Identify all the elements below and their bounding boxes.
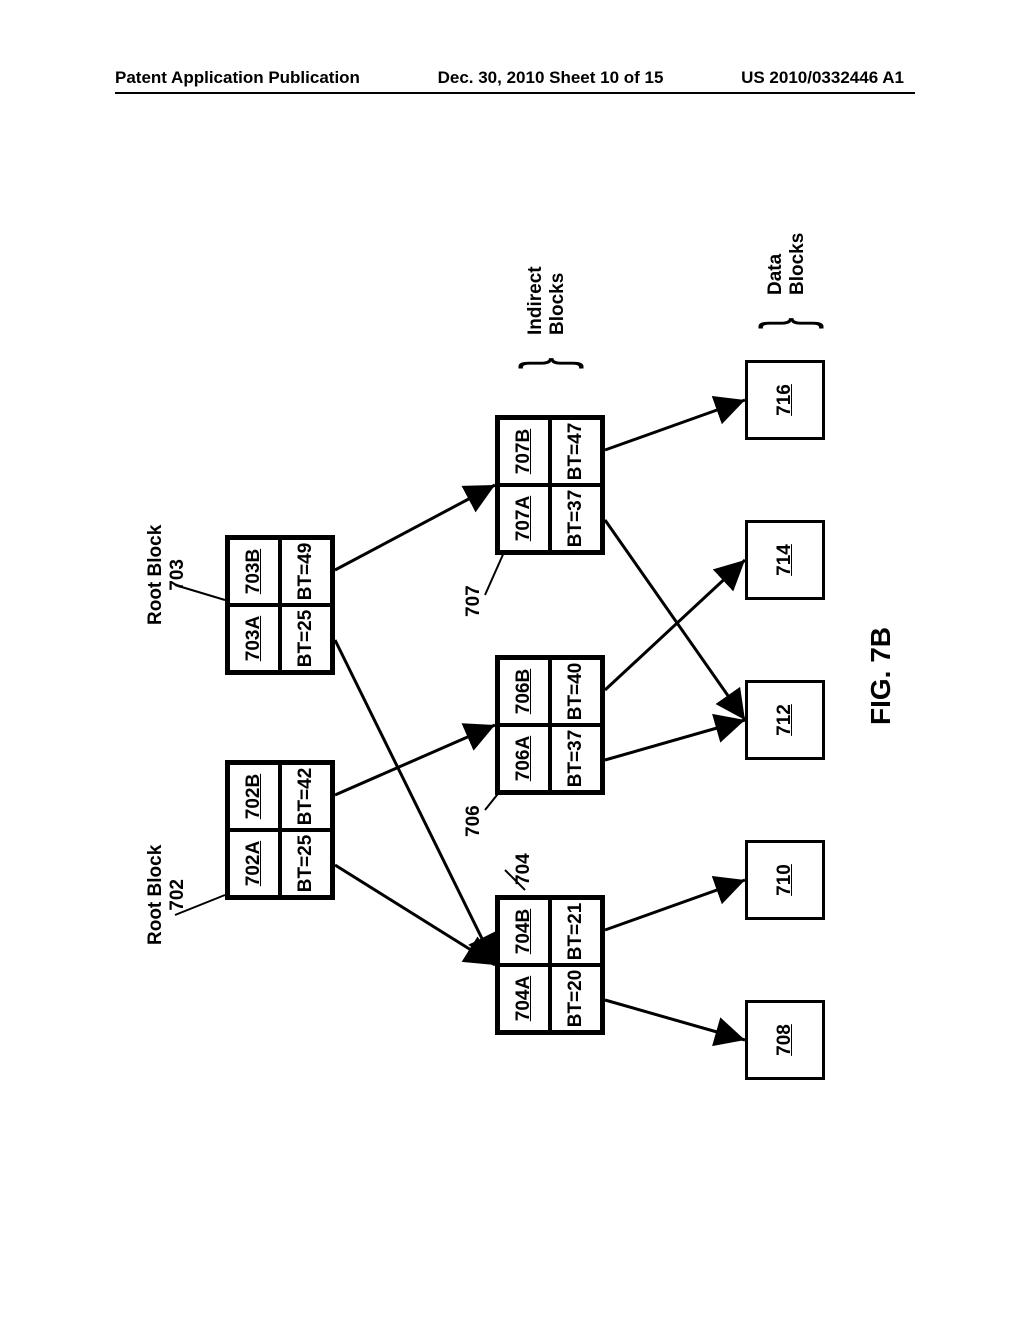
cell-703a-ref: 703A bbox=[228, 605, 280, 672]
data-block-712: 712 bbox=[745, 680, 825, 760]
root-702-label: Root Block 702 bbox=[145, 845, 189, 945]
cell-702a-ref: 702A bbox=[228, 830, 280, 897]
data-blocks-label: Data Blocks bbox=[765, 233, 809, 295]
cell-703b-bt: BT=49 bbox=[280, 538, 332, 605]
cell-706a-ref: 706A bbox=[498, 725, 550, 792]
cell-704a-bt: BT=20 bbox=[550, 965, 602, 1032]
figure-7b-diagram: Root Block 702 Root Block 703 704 706 70… bbox=[80, 150, 950, 1170]
pointer-706-label: 706 bbox=[463, 805, 485, 837]
cell-707a-bt: BT=37 bbox=[550, 485, 602, 552]
cell-706b-ref: 706B bbox=[498, 658, 550, 725]
header-rule bbox=[115, 92, 915, 94]
indirect-block-704: 704A BT=20 704B BT=21 bbox=[495, 895, 605, 1035]
patent-header: Patent Application Publication Dec. 30, … bbox=[0, 68, 1024, 88]
cell-702b-ref: 702B bbox=[228, 763, 280, 830]
figure-label: FIG. 7B bbox=[865, 627, 897, 725]
data-block-708: 708 bbox=[745, 1000, 825, 1080]
header-left: Patent Application Publication bbox=[115, 68, 360, 88]
root-block-702: 702A BT=25 702B BT=42 bbox=[225, 760, 335, 900]
cell-703b-ref: 703B bbox=[228, 538, 280, 605]
root-703-label: Root Block 703 bbox=[145, 525, 189, 625]
pointer-707-label: 707 bbox=[463, 585, 485, 617]
indirect-block-706: 706A BT=37 706B BT=40 bbox=[495, 655, 605, 795]
cell-706a-bt: BT=37 bbox=[550, 725, 602, 792]
cell-704a-ref: 704A bbox=[498, 965, 550, 1032]
data-block-716: 716 bbox=[745, 360, 825, 440]
cell-707b-bt: BT=47 bbox=[550, 418, 602, 485]
cell-703a-bt: BT=25 bbox=[280, 605, 332, 672]
root-block-703: 703A BT=25 703B BT=49 bbox=[225, 535, 335, 675]
header-center: Dec. 30, 2010 Sheet 10 of 15 bbox=[438, 68, 664, 88]
cell-702a-bt: BT=25 bbox=[280, 830, 332, 897]
cell-707b-ref: 707B bbox=[498, 418, 550, 485]
brace-data: } bbox=[745, 317, 825, 329]
header-right: US 2010/0332446 A1 bbox=[741, 68, 904, 88]
data-block-710: 710 bbox=[745, 840, 825, 920]
brace-indirect: } bbox=[505, 357, 585, 369]
indirect-block-707: 707A BT=37 707B BT=47 bbox=[495, 415, 605, 555]
cell-704b-ref: 704B bbox=[498, 898, 550, 965]
cell-706b-bt: BT=40 bbox=[550, 658, 602, 725]
data-block-714: 714 bbox=[745, 520, 825, 600]
indirect-blocks-label: Indirect Blocks bbox=[525, 266, 569, 335]
cell-707a-ref: 707A bbox=[498, 485, 550, 552]
cell-702b-bt: BT=42 bbox=[280, 763, 332, 830]
pointer-704-label: 704 bbox=[513, 853, 535, 885]
cell-704b-bt: BT=21 bbox=[550, 898, 602, 965]
